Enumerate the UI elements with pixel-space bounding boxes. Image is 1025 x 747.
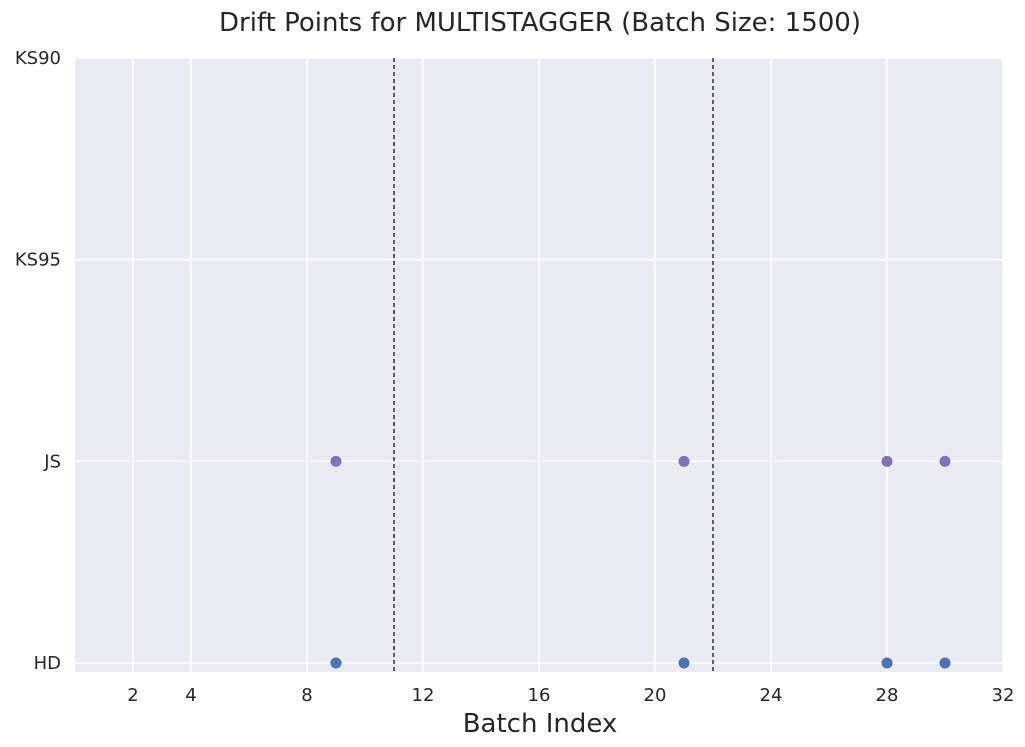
drift-point-js — [678, 455, 690, 467]
x-tick-label: 2 — [127, 685, 138, 706]
drift-points — [330, 455, 951, 669]
y-tick-label: KS95 — [15, 250, 61, 271]
drift-point-hd — [881, 657, 893, 669]
drift-point-js — [881, 455, 893, 467]
x-tick-label: 32 — [992, 685, 1015, 706]
x-tick-label: 8 — [301, 685, 312, 706]
x-tick-label: 12 — [412, 685, 435, 706]
x-tick-label: 20 — [644, 685, 667, 706]
y-tick-label: HD — [34, 653, 61, 674]
drift-point-js — [939, 455, 951, 467]
x-tick-labels: 2 4 8 12 16 20 24 28 32 — [127, 685, 1014, 706]
chart-title: Drift Points for MULTISTAGGER (Batch Siz… — [219, 8, 861, 38]
y-tick-labels: HD JS KS95 KS90 — [15, 48, 61, 674]
drift-point-hd — [330, 657, 342, 669]
x-tick-label: 4 — [185, 685, 196, 706]
drift-marker-lines — [393, 58, 714, 672]
grid-layer — [75, 57, 1004, 672]
x-axis-label: Batch Index — [463, 709, 618, 739]
drift-point-hd — [678, 657, 690, 669]
y-tick-label: KS90 — [15, 48, 61, 69]
drift-point-js — [330, 455, 342, 467]
drift-point-hd — [939, 657, 951, 669]
x-tick-label: 28 — [876, 685, 899, 706]
x-tick-label: 24 — [760, 685, 783, 706]
x-tick-label: 16 — [528, 685, 551, 706]
y-tick-label: JS — [43, 451, 61, 472]
